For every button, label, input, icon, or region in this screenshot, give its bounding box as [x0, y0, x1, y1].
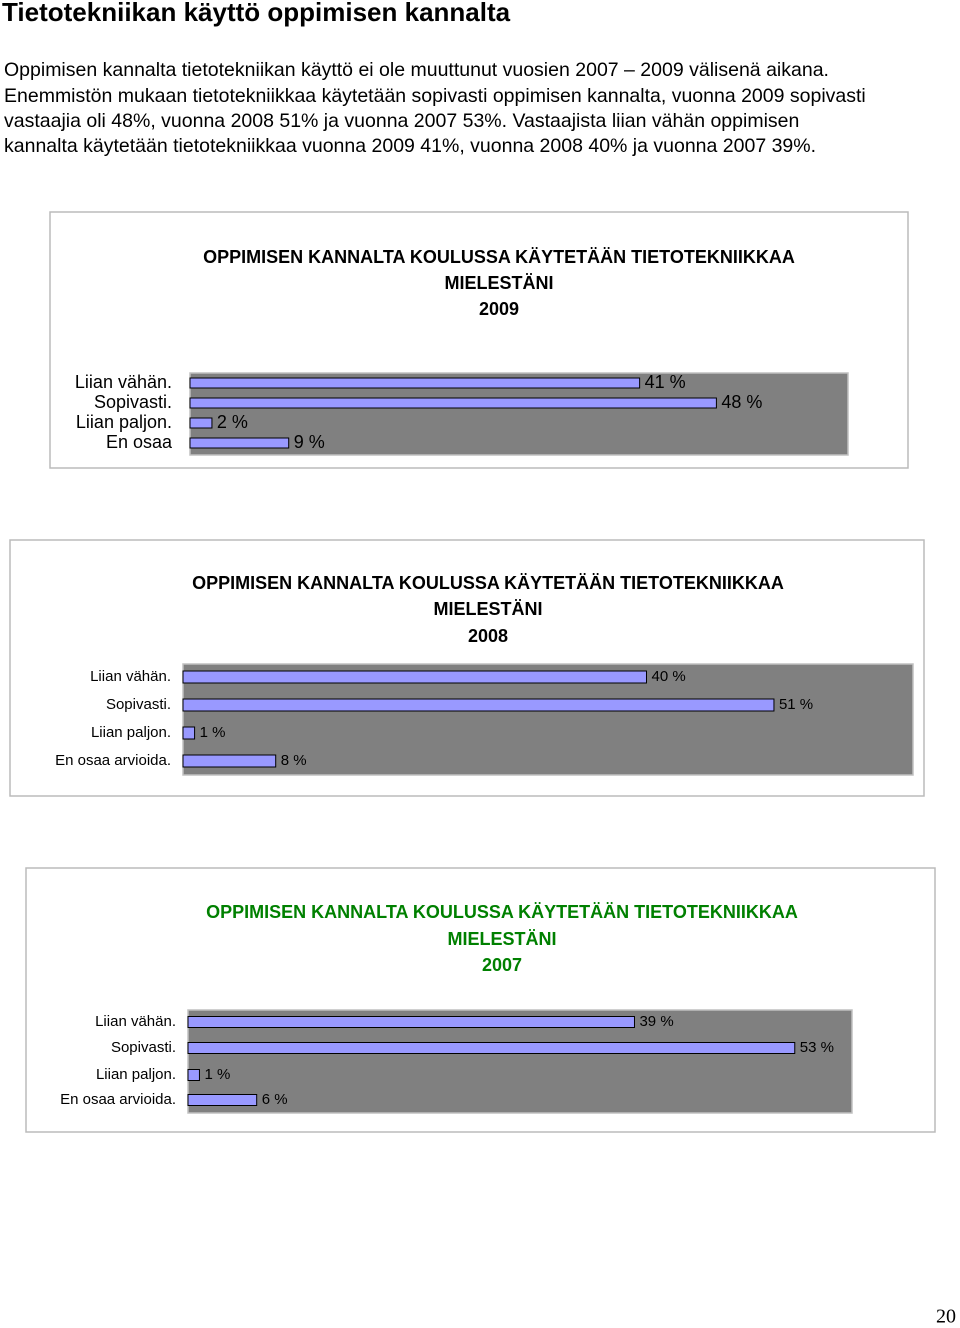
bar	[189, 417, 213, 429]
value-label: 9 %	[294, 432, 325, 452]
chart-title: MIELESTÄNI	[447, 929, 556, 949]
bar	[187, 1042, 796, 1054]
category-label: Liian vähän.	[90, 668, 171, 685]
chart-title: 2008	[468, 626, 508, 646]
bar	[182, 754, 277, 768]
bar	[189, 397, 717, 409]
value-label: 1 %	[200, 724, 226, 741]
paragraph-line: Enemmistön mukaan tietotekniikkaa käytet…	[4, 85, 866, 107]
value-label: 53 %	[800, 1039, 834, 1056]
value-label: 48 %	[721, 392, 762, 412]
value-label: 51 %	[779, 696, 813, 713]
page-title: Tietotekniikan käyttö oppimisen kannalta	[2, 0, 511, 27]
bar	[182, 726, 196, 740]
paragraph-line: Oppimisen kannalta tietotekniikan käyttö…	[4, 59, 829, 81]
bar	[189, 437, 290, 449]
bar	[187, 1069, 200, 1081]
page-number: 20	[936, 1306, 956, 1328]
paragraph-line: kannalta käytetään tietotekniikkaa vuonn…	[4, 135, 816, 157]
chart-title: MIELESTÄNI	[444, 273, 553, 293]
chart-title: 2009	[479, 299, 519, 319]
category-label: Liian paljon.	[96, 1066, 176, 1083]
chart-title: OPPIMISEN KANNALTA KOULUSSA KÄYTETÄÄN TI…	[192, 573, 784, 593]
value-label: 40 %	[651, 668, 685, 685]
category-label: En osaa arvioida.	[55, 752, 171, 769]
bar	[182, 698, 775, 712]
chart-title: OPPIMISEN KANNALTA KOULUSSA KÄYTETÄÄN TI…	[203, 247, 795, 267]
category-label: Liian paljon.	[91, 724, 171, 741]
category-label: Sopivasti.	[106, 696, 171, 713]
category-label: Liian paljon.	[76, 412, 172, 432]
chart-title: MIELESTÄNI	[433, 599, 542, 619]
category-label: Liian vähän.	[95, 1013, 176, 1030]
category-label: Liian vähän.	[75, 372, 172, 392]
value-label: 39 %	[639, 1013, 673, 1030]
bar	[187, 1016, 635, 1028]
value-label: 6 %	[262, 1091, 288, 1108]
value-label: 41 %	[645, 372, 686, 392]
value-label: 1 %	[204, 1066, 230, 1083]
category-label: En osaa	[106, 432, 173, 452]
chart-title: 2007	[482, 955, 522, 975]
value-label: 8 %	[281, 752, 307, 769]
chart-title: OPPIMISEN KANNALTA KOULUSSA KÄYTETÄÄN TI…	[206, 902, 798, 922]
paragraph-line: vastaajia oli 48%, vuonna 2008 51% ja vu…	[4, 110, 799, 132]
bar	[182, 670, 647, 684]
bar	[189, 377, 641, 389]
category-label: Sopivasti.	[94, 392, 172, 412]
bar	[187, 1094, 258, 1106]
category-label: En osaa arvioida.	[60, 1091, 176, 1108]
category-label: Sopivasti.	[111, 1039, 176, 1056]
value-label: 2 %	[217, 412, 248, 432]
